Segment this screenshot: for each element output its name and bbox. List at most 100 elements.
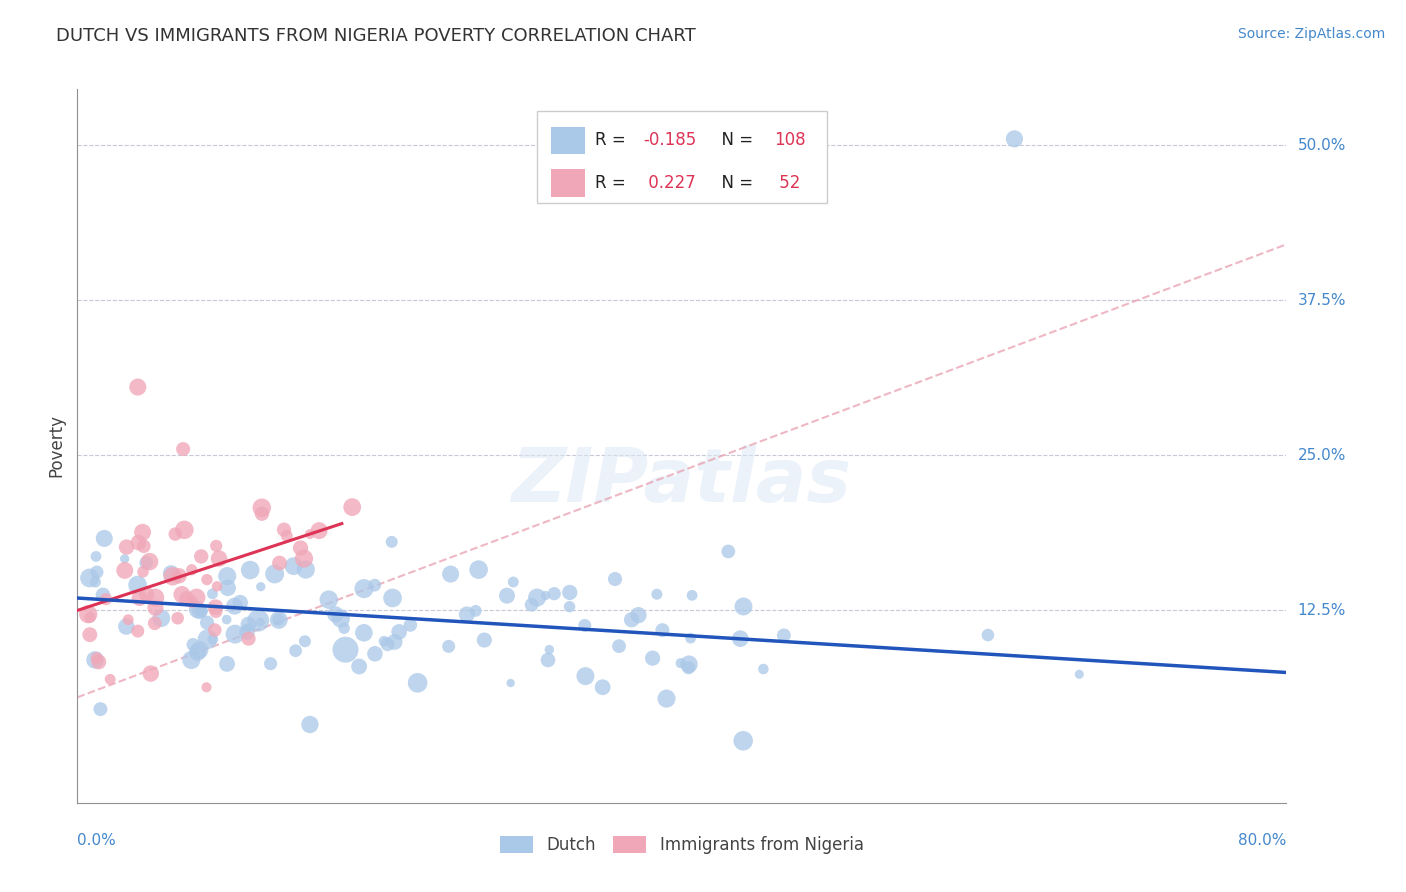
- Point: [520, 598, 543, 612]
- Point: [298, 717, 321, 731]
- Point: [166, 611, 188, 625]
- Point: [733, 599, 755, 614]
- Point: [93, 532, 115, 546]
- Point: [180, 595, 202, 609]
- Point: [84, 653, 107, 667]
- Point: [197, 632, 219, 647]
- Point: [86, 651, 108, 665]
- Point: [117, 613, 139, 627]
- Point: [558, 599, 581, 614]
- Point: [170, 587, 193, 601]
- Point: [160, 566, 183, 581]
- Point: [176, 591, 198, 606]
- Point: [295, 562, 318, 576]
- Point: [143, 616, 166, 631]
- Text: Source: ZipAtlas.com: Source: ZipAtlas.com: [1237, 27, 1385, 41]
- Text: 25.0%: 25.0%: [1298, 448, 1346, 463]
- Point: [526, 591, 548, 605]
- Point: [342, 500, 364, 515]
- Text: 50.0%: 50.0%: [1298, 137, 1346, 153]
- Point: [406, 675, 429, 690]
- Point: [381, 534, 404, 549]
- Point: [167, 569, 190, 583]
- Point: [399, 618, 422, 632]
- Point: [364, 578, 387, 592]
- Point: [543, 587, 565, 601]
- Point: [217, 581, 239, 595]
- Point: [1004, 132, 1026, 146]
- Point: [467, 563, 489, 577]
- Point: [298, 527, 321, 541]
- Point: [456, 607, 478, 622]
- Point: [139, 666, 162, 681]
- Point: [186, 603, 208, 617]
- Point: [437, 640, 460, 654]
- Point: [472, 633, 495, 648]
- Point: [181, 638, 204, 652]
- Point: [132, 539, 155, 553]
- Point: [267, 613, 290, 627]
- Point: [592, 680, 614, 694]
- Point: [651, 624, 673, 638]
- Point: [439, 567, 461, 582]
- Point: [91, 588, 114, 602]
- Point: [201, 587, 224, 601]
- Bar: [551, 169, 585, 196]
- Point: [377, 637, 399, 651]
- Point: [128, 591, 150, 605]
- Point: [217, 569, 239, 583]
- Point: [678, 657, 700, 672]
- Point: [205, 579, 228, 593]
- Point: [267, 613, 290, 627]
- Point: [84, 549, 107, 564]
- Point: [236, 625, 259, 640]
- Point: [537, 653, 560, 667]
- Point: [574, 618, 596, 632]
- Point: [94, 592, 117, 607]
- Point: [186, 591, 208, 605]
- Point: [131, 525, 153, 540]
- Point: [269, 556, 291, 570]
- Point: [574, 669, 596, 683]
- Point: [558, 585, 581, 599]
- Point: [364, 647, 387, 661]
- Point: [388, 624, 411, 639]
- Point: [84, 574, 107, 589]
- Point: [607, 639, 630, 653]
- Point: [79, 628, 101, 642]
- Point: [284, 643, 307, 657]
- Point: [145, 600, 167, 615]
- Point: [138, 555, 160, 569]
- Text: N =: N =: [711, 131, 758, 149]
- Point: [679, 631, 702, 645]
- Point: [87, 655, 110, 669]
- Text: 0.227: 0.227: [643, 174, 696, 192]
- Point: [353, 625, 375, 640]
- Text: -0.185: -0.185: [643, 131, 696, 149]
- Point: [208, 551, 231, 566]
- Point: [239, 563, 262, 577]
- Point: [496, 589, 519, 603]
- Point: [347, 659, 370, 673]
- Point: [273, 523, 295, 537]
- Point: [290, 541, 312, 555]
- Point: [238, 617, 260, 632]
- Point: [204, 623, 226, 637]
- Point: [229, 595, 252, 609]
- Point: [238, 632, 260, 646]
- Point: [224, 599, 246, 614]
- Point: [603, 572, 626, 586]
- Point: [98, 673, 121, 687]
- Point: [250, 507, 273, 521]
- Point: [655, 691, 678, 706]
- Point: [318, 592, 340, 607]
- Point: [329, 611, 352, 625]
- Y-axis label: Poverty: Poverty: [48, 415, 66, 477]
- Point: [373, 634, 395, 648]
- Point: [115, 540, 138, 554]
- Point: [77, 607, 100, 622]
- Point: [127, 380, 149, 394]
- Point: [534, 589, 557, 603]
- Point: [381, 591, 404, 605]
- Point: [464, 604, 486, 618]
